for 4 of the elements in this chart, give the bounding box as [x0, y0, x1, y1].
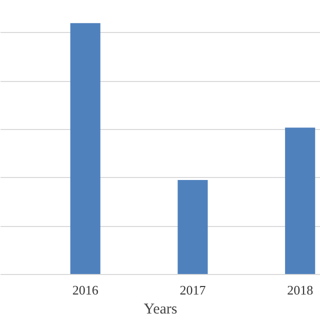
x-tick-label: 2016 — [72, 282, 99, 298]
x-axis-title: Years — [144, 302, 178, 318]
x-tick-label: 2017 — [180, 282, 206, 298]
x-tick-label: 2018 — [287, 282, 314, 298]
